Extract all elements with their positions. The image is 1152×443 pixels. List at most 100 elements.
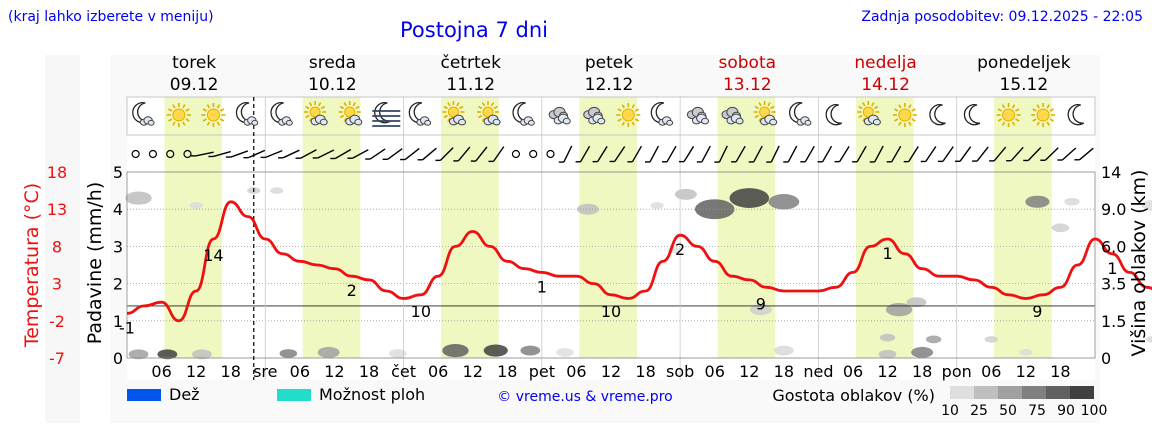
x-tick-label: 12 <box>463 362 483 381</box>
sun-ray <box>339 114 345 119</box>
wind-barb <box>492 146 505 162</box>
sun-disc <box>621 108 635 122</box>
wind-barb <box>976 146 989 162</box>
sun-ray <box>168 108 173 112</box>
wind-barb <box>666 145 677 163</box>
cloud-cover-blob <box>483 344 508 357</box>
daylight-band <box>855 97 914 358</box>
cloud-legend-title: Gostota oblakov (%) <box>772 386 935 405</box>
cloud-scale-label: 10 <box>941 403 959 419</box>
x-tick-label: 12 <box>739 362 759 381</box>
cloud-scale-swatch <box>1046 386 1070 399</box>
wind-barb <box>439 147 454 161</box>
sun-ray <box>219 118 225 122</box>
cloud-icon <box>721 106 744 125</box>
moon-crescent <box>1067 104 1085 126</box>
x-tick-label: 18 <box>1050 362 1070 381</box>
temperature-series <box>126 200 1152 323</box>
moon-cloud-icon <box>650 102 674 126</box>
x-tick-label: 18 <box>359 362 379 381</box>
cloud-puff <box>147 119 155 126</box>
sun-ray <box>894 118 899 122</box>
precip-tick: 1 <box>113 312 123 331</box>
sun-disc <box>482 106 494 118</box>
wind-barb <box>352 149 369 159</box>
sun-ray <box>216 104 221 109</box>
sun-icon <box>201 103 226 127</box>
chart-title: Postojna 7 dni <box>400 18 548 42</box>
wind-barb <box>596 145 608 163</box>
sun-ray <box>317 102 322 107</box>
x-tick-label: 06 <box>981 362 1001 381</box>
sun-ray <box>219 108 225 112</box>
wind-barb <box>422 147 437 161</box>
cloud-puff <box>562 117 571 125</box>
x-axis-background <box>127 358 1095 380</box>
moon-icon <box>963 104 981 126</box>
wind-barb <box>563 145 573 163</box>
cloud-puff <box>458 118 467 126</box>
cloud-scale-label: 75 <box>1028 403 1046 419</box>
copyright-link[interactable]: © vreme.us & vreme.pro <box>497 389 672 405</box>
x-tick-label: 06 <box>843 362 863 381</box>
sun-ray <box>447 117 451 122</box>
wind-barb <box>683 145 695 163</box>
wind-barb <box>1027 147 1042 161</box>
moon-cloud-icon <box>408 102 432 126</box>
x-tick-label: 06 <box>428 362 448 381</box>
sun-ray <box>206 121 211 126</box>
moon-cloud-icon <box>512 102 535 126</box>
cloud-height-tick: 1.5 <box>1101 312 1126 331</box>
wind-calm-marker <box>131 149 140 159</box>
sun-ray <box>343 102 347 107</box>
cloud-cover-blob <box>556 348 574 357</box>
cloud-scale-label: 50 <box>999 403 1017 419</box>
sun-disc <box>1002 108 1016 122</box>
wind-barb <box>735 145 746 163</box>
sun-ray <box>997 108 1003 112</box>
day-name: ponedeljek <box>977 53 1071 73</box>
wind-calm-marker <box>148 149 158 159</box>
plot-frame <box>126 171 1096 359</box>
precip-tick: 3 <box>113 237 123 256</box>
moon-cloud-icon <box>235 102 259 126</box>
sun-cloud-icon <box>753 101 778 126</box>
cloud-puff <box>251 119 259 126</box>
cloud-cover-blob <box>192 349 212 360</box>
sun-icon <box>996 103 1021 127</box>
sun-ray <box>1049 108 1054 112</box>
day-name: petek <box>585 53 633 73</box>
sun-ray <box>352 102 356 107</box>
region-hint[interactable]: (kraj lahko izberete v meniju) <box>8 9 214 25</box>
cloud-scale-label: 90 <box>1057 403 1075 419</box>
sun-ray <box>1036 104 1040 109</box>
temperature-label: 1 <box>537 277 547 296</box>
temperature-label: 9 <box>756 294 766 313</box>
weather-icons-row <box>132 101 1085 127</box>
wind-barb <box>787 145 798 163</box>
day-name: torek <box>172 53 216 73</box>
moon-crescent <box>929 104 946 126</box>
wind-barb <box>195 151 214 157</box>
sun-ray <box>898 104 902 109</box>
x-tick-label: sob <box>666 362 694 381</box>
sun-ray <box>320 105 326 110</box>
wind-barb <box>821 145 833 163</box>
wind-barb <box>993 146 1007 162</box>
sun-disc <box>1036 108 1050 122</box>
cloud-cover-blob <box>729 188 770 208</box>
last-update: Zadnja posodobitev: 09.12.2025 - 22:05 <box>861 9 1143 25</box>
sun-ray <box>443 105 448 110</box>
sun-ray <box>911 108 916 112</box>
wind-barb <box>631 145 643 163</box>
wind-barb <box>1044 147 1059 161</box>
sun-disc <box>898 108 912 122</box>
sun-ray <box>343 117 347 122</box>
cloud-height-axis-title: Višina oblakov (km) <box>1128 170 1150 357</box>
cloud-cover-blob <box>270 187 284 194</box>
cloud-cover-blob <box>879 333 896 342</box>
day-name: nedelja <box>854 53 916 73</box>
cloud-puff <box>769 118 778 126</box>
sun-ray <box>308 117 313 122</box>
sun-ray <box>182 104 186 109</box>
